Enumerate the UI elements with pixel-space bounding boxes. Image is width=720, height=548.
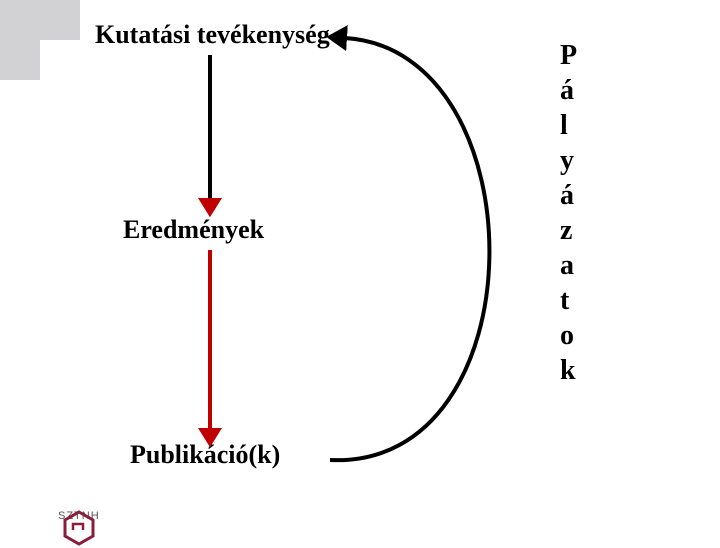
sztnh-logo: SZTNH bbox=[58, 508, 100, 522]
sztnh-logo-icon bbox=[59, 508, 99, 548]
arrow-feedback-curve bbox=[330, 38, 489, 460]
arrows-layer bbox=[0, 0, 720, 540]
